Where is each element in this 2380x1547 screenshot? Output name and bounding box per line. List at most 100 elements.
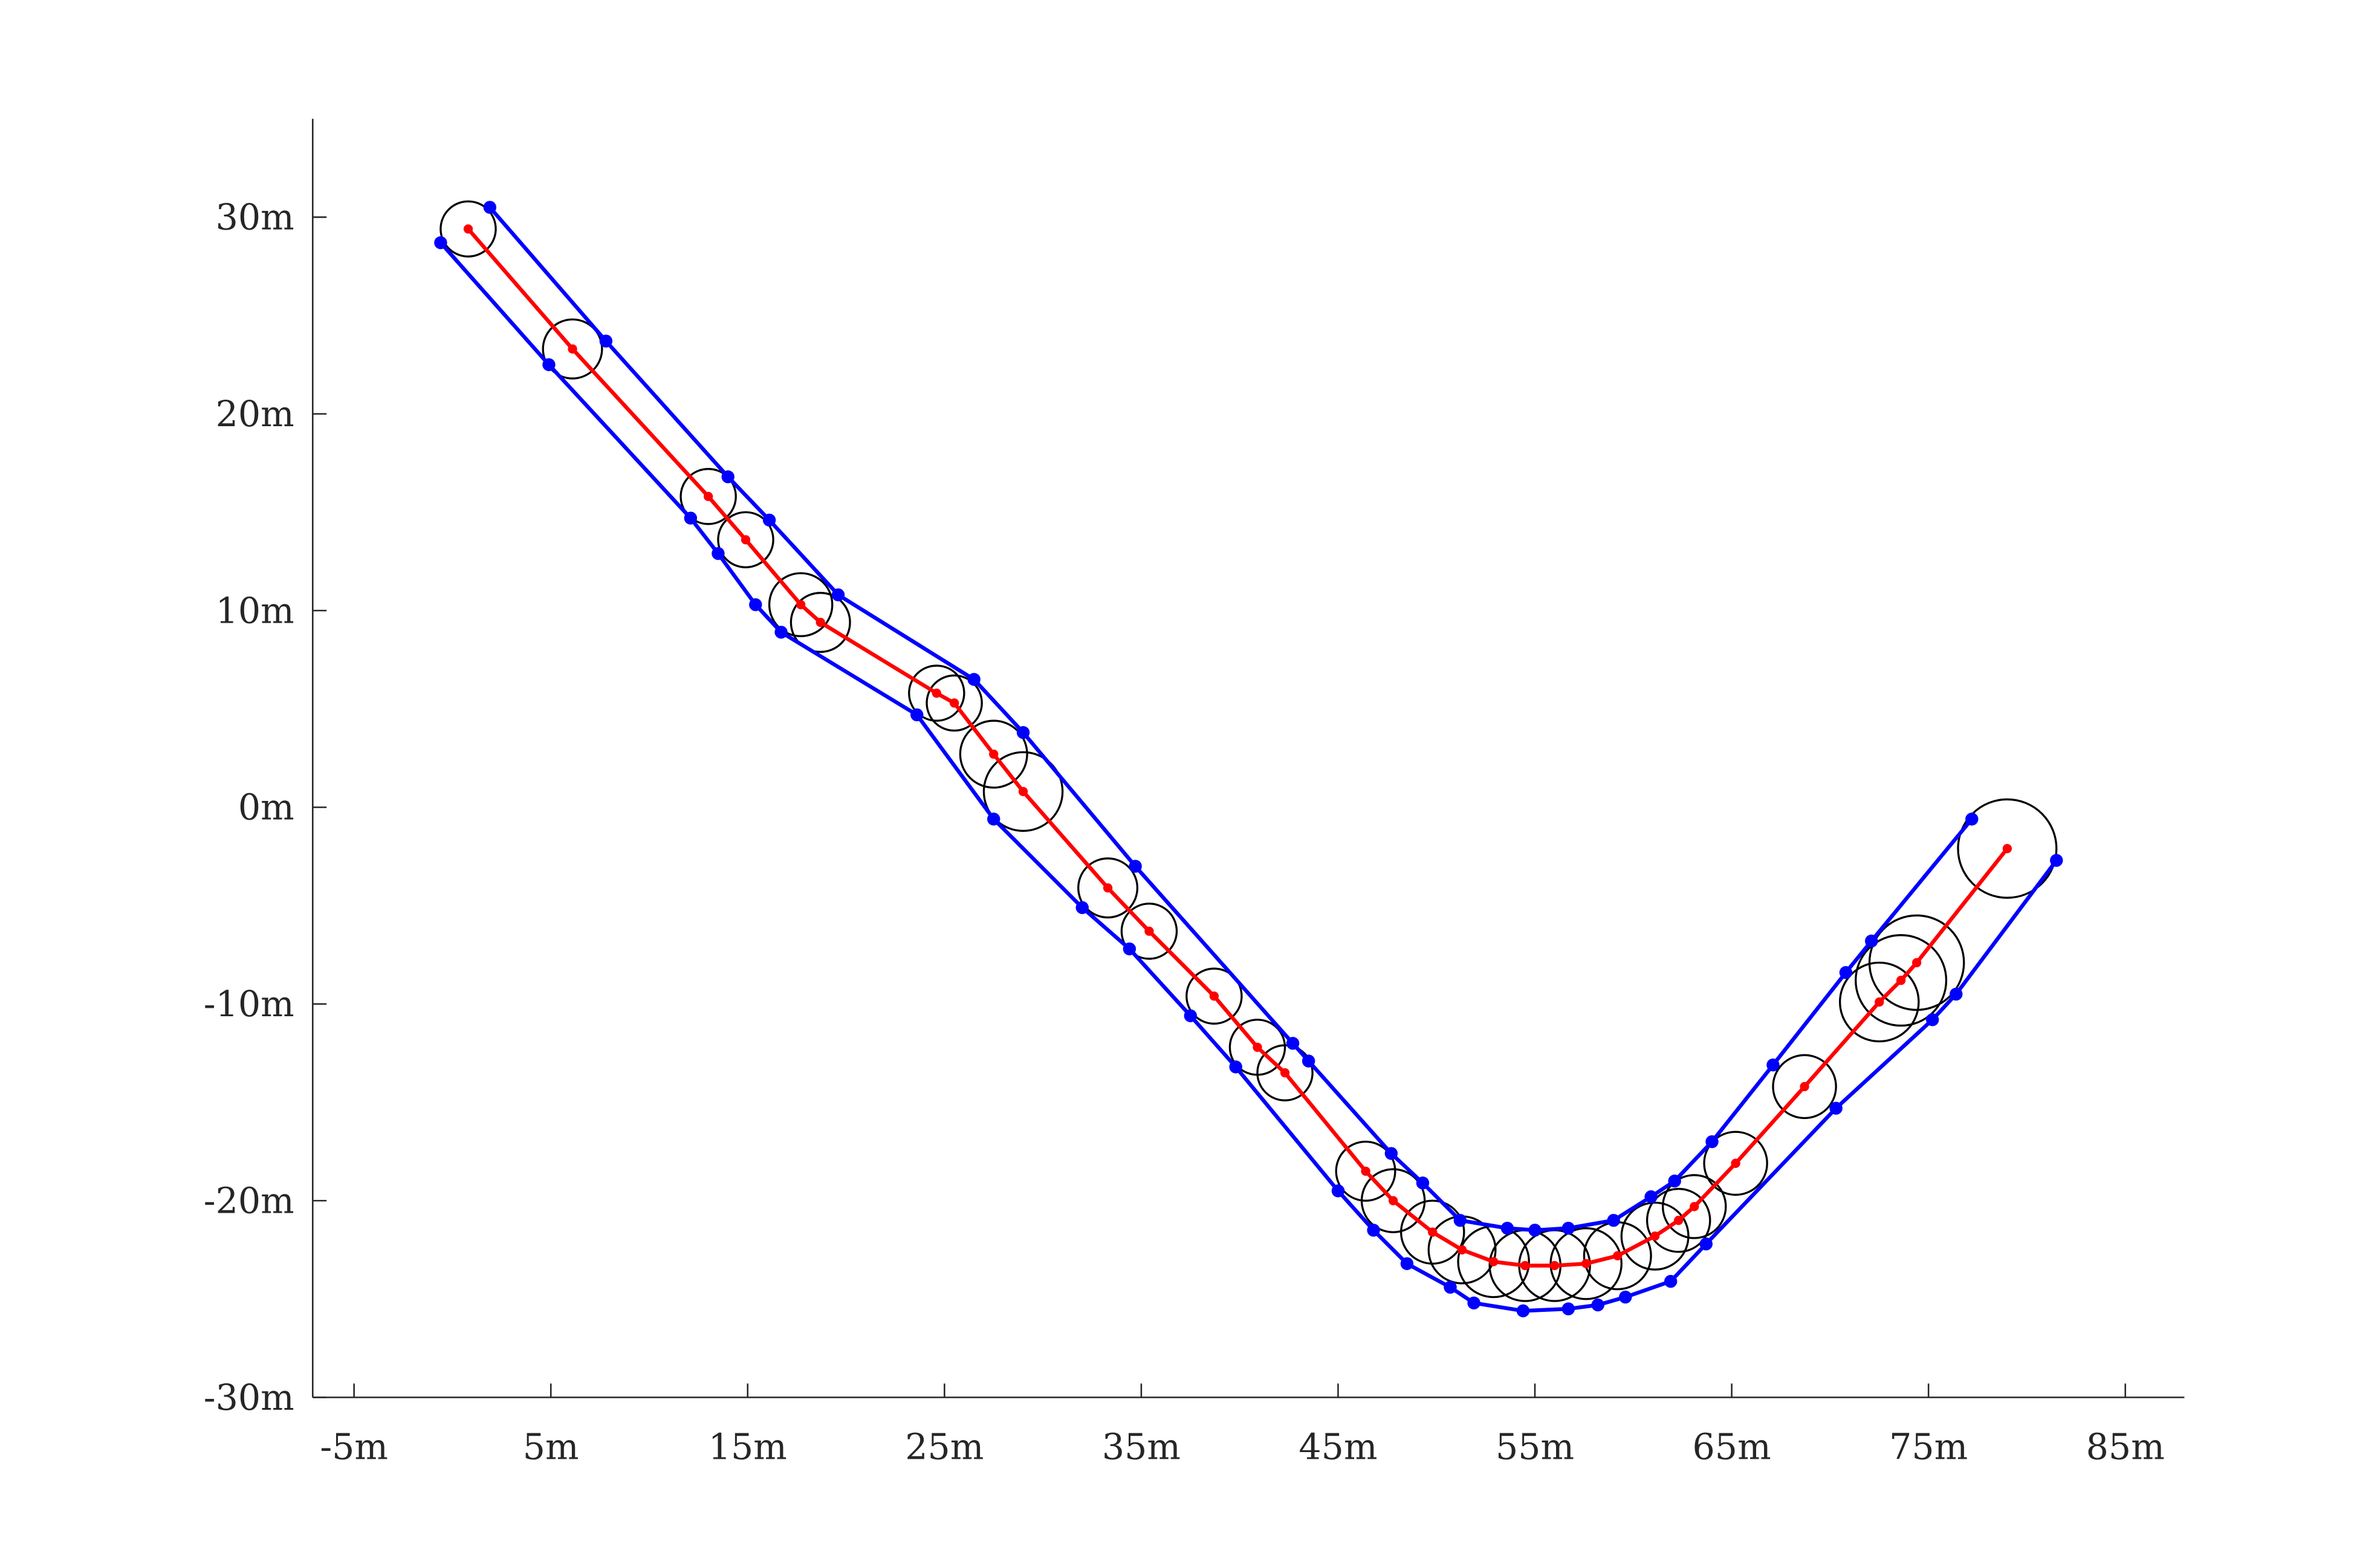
- clearance-circle: [1335, 1140, 1396, 1202]
- y-tick-label: 10m: [216, 590, 294, 631]
- x-tick-label: 45m: [1299, 1426, 1377, 1467]
- x-tick-label: 55m: [1496, 1426, 1574, 1467]
- clearance-circle: [1185, 967, 1243, 1025]
- left-boundary-point: [1644, 1190, 1658, 1204]
- right-boundary-point: [542, 358, 556, 371]
- left-boundary-point: [1384, 1147, 1398, 1160]
- right-boundary-point: [684, 511, 698, 525]
- clearance-circle: [768, 572, 834, 637]
- x-tick-label: -5m: [320, 1426, 388, 1467]
- x-tick-label: 25m: [905, 1426, 984, 1467]
- right-boundary-point: [712, 546, 725, 560]
- right-boundary-point: [1184, 1009, 1197, 1022]
- right-boundary-point: [1699, 1237, 1713, 1251]
- left-boundary-point: [1607, 1213, 1620, 1227]
- right-boundary-point: [1075, 901, 1089, 915]
- left-boundary-point: [1302, 1054, 1315, 1068]
- centerline-point: [1520, 1260, 1530, 1271]
- right-boundary-point: [1925, 1013, 1939, 1026]
- y-tick-label: -10m: [204, 984, 294, 1025]
- right-boundary-point: [1829, 1101, 1843, 1115]
- centerline-point: [1581, 1259, 1591, 1268]
- centerline-point: [1549, 1260, 1560, 1271]
- centerline-point: [989, 749, 999, 759]
- left-boundary-point: [1865, 934, 1878, 948]
- left-boundary-point: [1286, 1037, 1300, 1050]
- right-boundary-point: [987, 812, 1000, 826]
- right-boundary-point: [2050, 854, 2063, 867]
- clearance-circle: [1120, 903, 1178, 960]
- left-boundary-point: [599, 334, 613, 348]
- clearance-circle: [982, 751, 1064, 832]
- y-tick-label: 0m: [238, 787, 294, 828]
- left-boundary-point: [762, 513, 776, 527]
- clearance-circle: [1868, 914, 1965, 1011]
- x-tick-label: 75m: [1889, 1426, 1968, 1467]
- centerline-point: [1650, 1231, 1660, 1241]
- centerline-point: [1800, 1082, 1809, 1092]
- right-boundary-point: [1467, 1296, 1480, 1310]
- left-boundary-point: [1705, 1135, 1719, 1149]
- clearance-circle: [790, 592, 851, 653]
- clearance-circle: [679, 468, 737, 525]
- clearance-circle: [439, 200, 497, 258]
- right-boundary-point: [1619, 1290, 1632, 1304]
- x-tick-label: 65m: [1693, 1426, 1771, 1467]
- left-boundary-point: [1561, 1221, 1575, 1235]
- right-boundary-point: [1400, 1257, 1414, 1270]
- axes: -5m 5m 15m 25m 35m 45m 55m 65m 75m 85m -30m -20m -10…: [204, 118, 2185, 1467]
- right-boundary-point: [1444, 1280, 1457, 1294]
- right-boundary-point: [1664, 1274, 1678, 1288]
- right-boundary-point: [910, 708, 924, 722]
- centerline-point: [568, 344, 577, 354]
- right-boundary-point: [1123, 942, 1136, 956]
- centerline-point: [1253, 1042, 1262, 1052]
- centerline-point: [1690, 1202, 1699, 1211]
- centerline-point: [704, 491, 713, 501]
- right-boundary-point: [434, 236, 447, 250]
- clearance-circle: [1957, 798, 2058, 899]
- centerline-point: [2002, 844, 2012, 854]
- y-tick-label: -30m: [204, 1377, 294, 1418]
- right-boundary-point: [1950, 987, 1963, 1001]
- left-boundary-point: [1416, 1176, 1430, 1190]
- centerline-point: [1911, 958, 1922, 968]
- right-boundary-point: [749, 598, 762, 611]
- centerline-point: [1896, 976, 1906, 985]
- left-boundary-point: [1668, 1174, 1681, 1188]
- left-boundary-point: [1016, 726, 1030, 739]
- y-tick-label: -20m: [204, 1181, 294, 1222]
- centerline-point: [1428, 1227, 1438, 1237]
- clearance-circle: [542, 318, 603, 380]
- left-boundary-point: [1500, 1221, 1514, 1235]
- left-boundary-line: [488, 206, 1974, 1233]
- left-boundary-point: [1453, 1213, 1467, 1227]
- clearance-circle: [959, 719, 1028, 789]
- right-boundary-point: [1229, 1060, 1242, 1074]
- clearance-circle: [1703, 1130, 1768, 1196]
- centerline-point: [1361, 1166, 1370, 1176]
- clearance-circle: [908, 664, 965, 722]
- left-boundary-point: [1129, 860, 1142, 873]
- left-boundary-point: [1965, 812, 1979, 826]
- x-tick-label: 15m: [708, 1426, 787, 1467]
- centerline-point: [1388, 1196, 1398, 1205]
- centerline-point: [1209, 991, 1219, 1001]
- x-tick-label: 85m: [2086, 1426, 2165, 1467]
- centerline-point: [1280, 1068, 1290, 1078]
- right-boundary-point: [1331, 1184, 1345, 1198]
- clearance-circle: [717, 511, 774, 569]
- clearance-circle: [1256, 1044, 1314, 1101]
- clearance-circle: [1855, 934, 1948, 1027]
- centerline-point: [1674, 1216, 1684, 1225]
- clearance-circle: [1838, 961, 1920, 1043]
- clearance-circle: [1077, 857, 1139, 919]
- left-boundary-point: [1839, 965, 1853, 979]
- right-boundary-line: [439, 241, 2058, 1313]
- centerline-point: [1144, 926, 1154, 936]
- y-tick-label: 30m: [216, 197, 294, 238]
- centerline-path: [467, 227, 2009, 1268]
- clearance-circle: [1620, 1201, 1690, 1271]
- right-boundary-point: [1516, 1304, 1530, 1318]
